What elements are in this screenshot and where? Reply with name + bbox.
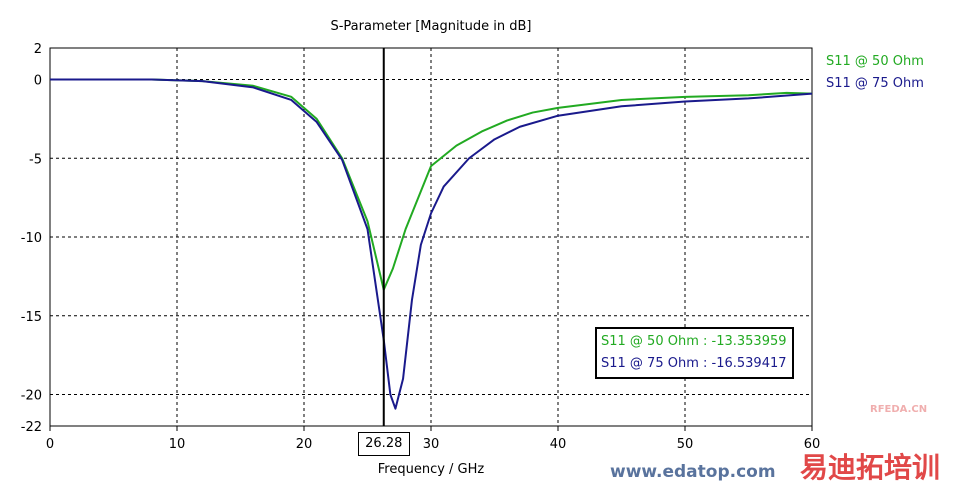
series-line-1 bbox=[50, 78, 813, 410]
chart-title: S-Parameter [Magnitude in dB] bbox=[330, 19, 531, 34]
x-tick-label: 0 bbox=[46, 437, 54, 452]
marker-readout-box: S11 @ 50 Ohm : -13.353959 S11 @ 75 Ohm :… bbox=[595, 327, 794, 379]
legend-entry-s11-75: S11 @ 75 Ohm bbox=[826, 76, 924, 91]
marker-readout-75: S11 @ 75 Ohm : -16.539417 bbox=[601, 356, 787, 371]
y-tick-label: 2 bbox=[34, 42, 42, 57]
y-tick-label: -22 bbox=[21, 420, 42, 435]
x-tick-label: 30 bbox=[423, 437, 440, 452]
x-tick-label: 50 bbox=[677, 437, 694, 452]
y-tick-label: 0 bbox=[34, 74, 42, 89]
marker-x-label[interactable]: 26.28 bbox=[357, 432, 410, 456]
x-tick-label: 20 bbox=[296, 437, 313, 452]
y-tick-label: -10 bbox=[21, 231, 42, 246]
legend-entry-s11-50: S11 @ 50 Ohm bbox=[826, 54, 924, 69]
x-tick-label: 40 bbox=[550, 437, 567, 452]
y-tick-label: -15 bbox=[21, 310, 42, 325]
y-tick-label: -20 bbox=[21, 389, 42, 404]
x-tick-label: 10 bbox=[169, 437, 186, 452]
y-tick-label: -5 bbox=[29, 152, 42, 167]
watermark-url: www.edatop.com bbox=[610, 462, 776, 482]
series-lines bbox=[50, 78, 813, 410]
x-axis-label: Frequency / GHz bbox=[378, 462, 485, 477]
watermark-rfeda: RFEDA.CN bbox=[870, 404, 928, 415]
plot-area bbox=[49, 47, 813, 427]
series-line-0 bbox=[50, 78, 813, 291]
watermark-logo: 易迪拓培训 bbox=[800, 451, 941, 484]
marker-readout-50: S11 @ 50 Ohm : -13.353959 bbox=[601, 334, 787, 349]
x-tick-label: 60 bbox=[804, 437, 821, 452]
